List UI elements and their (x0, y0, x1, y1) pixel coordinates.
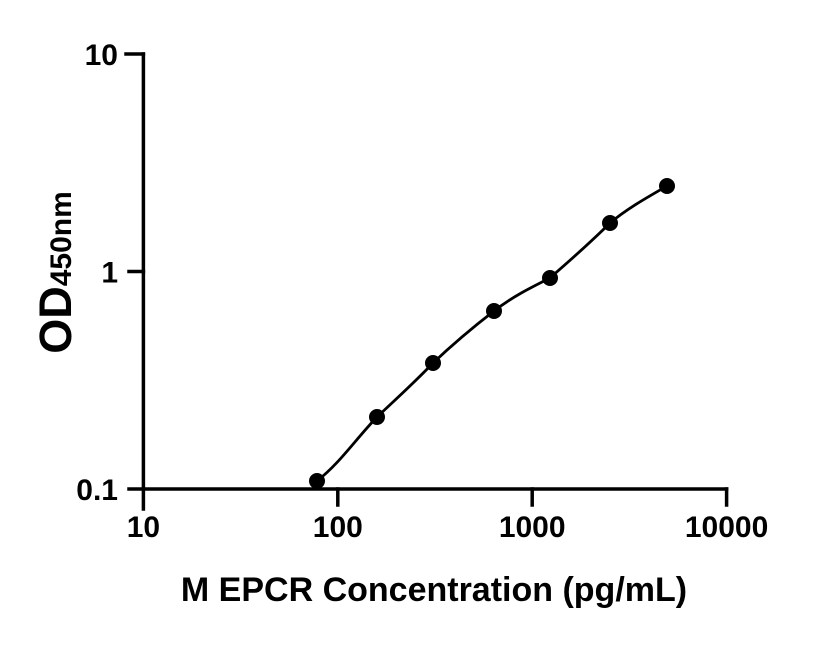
svg-text:1: 1 (101, 257, 118, 290)
svg-text:1000: 1000 (499, 511, 566, 544)
svg-text:M EPCR Concentration (pg/mL): M EPCR Concentration (pg/mL) (181, 571, 687, 609)
svg-text:10: 10 (127, 511, 160, 544)
svg-text:OD450nm: OD450nm (30, 191, 81, 354)
svg-text:10: 10 (85, 39, 118, 72)
svg-text:10000: 10000 (685, 511, 768, 544)
svg-text:0.1: 0.1 (76, 474, 118, 507)
svg-text:100: 100 (313, 511, 363, 544)
